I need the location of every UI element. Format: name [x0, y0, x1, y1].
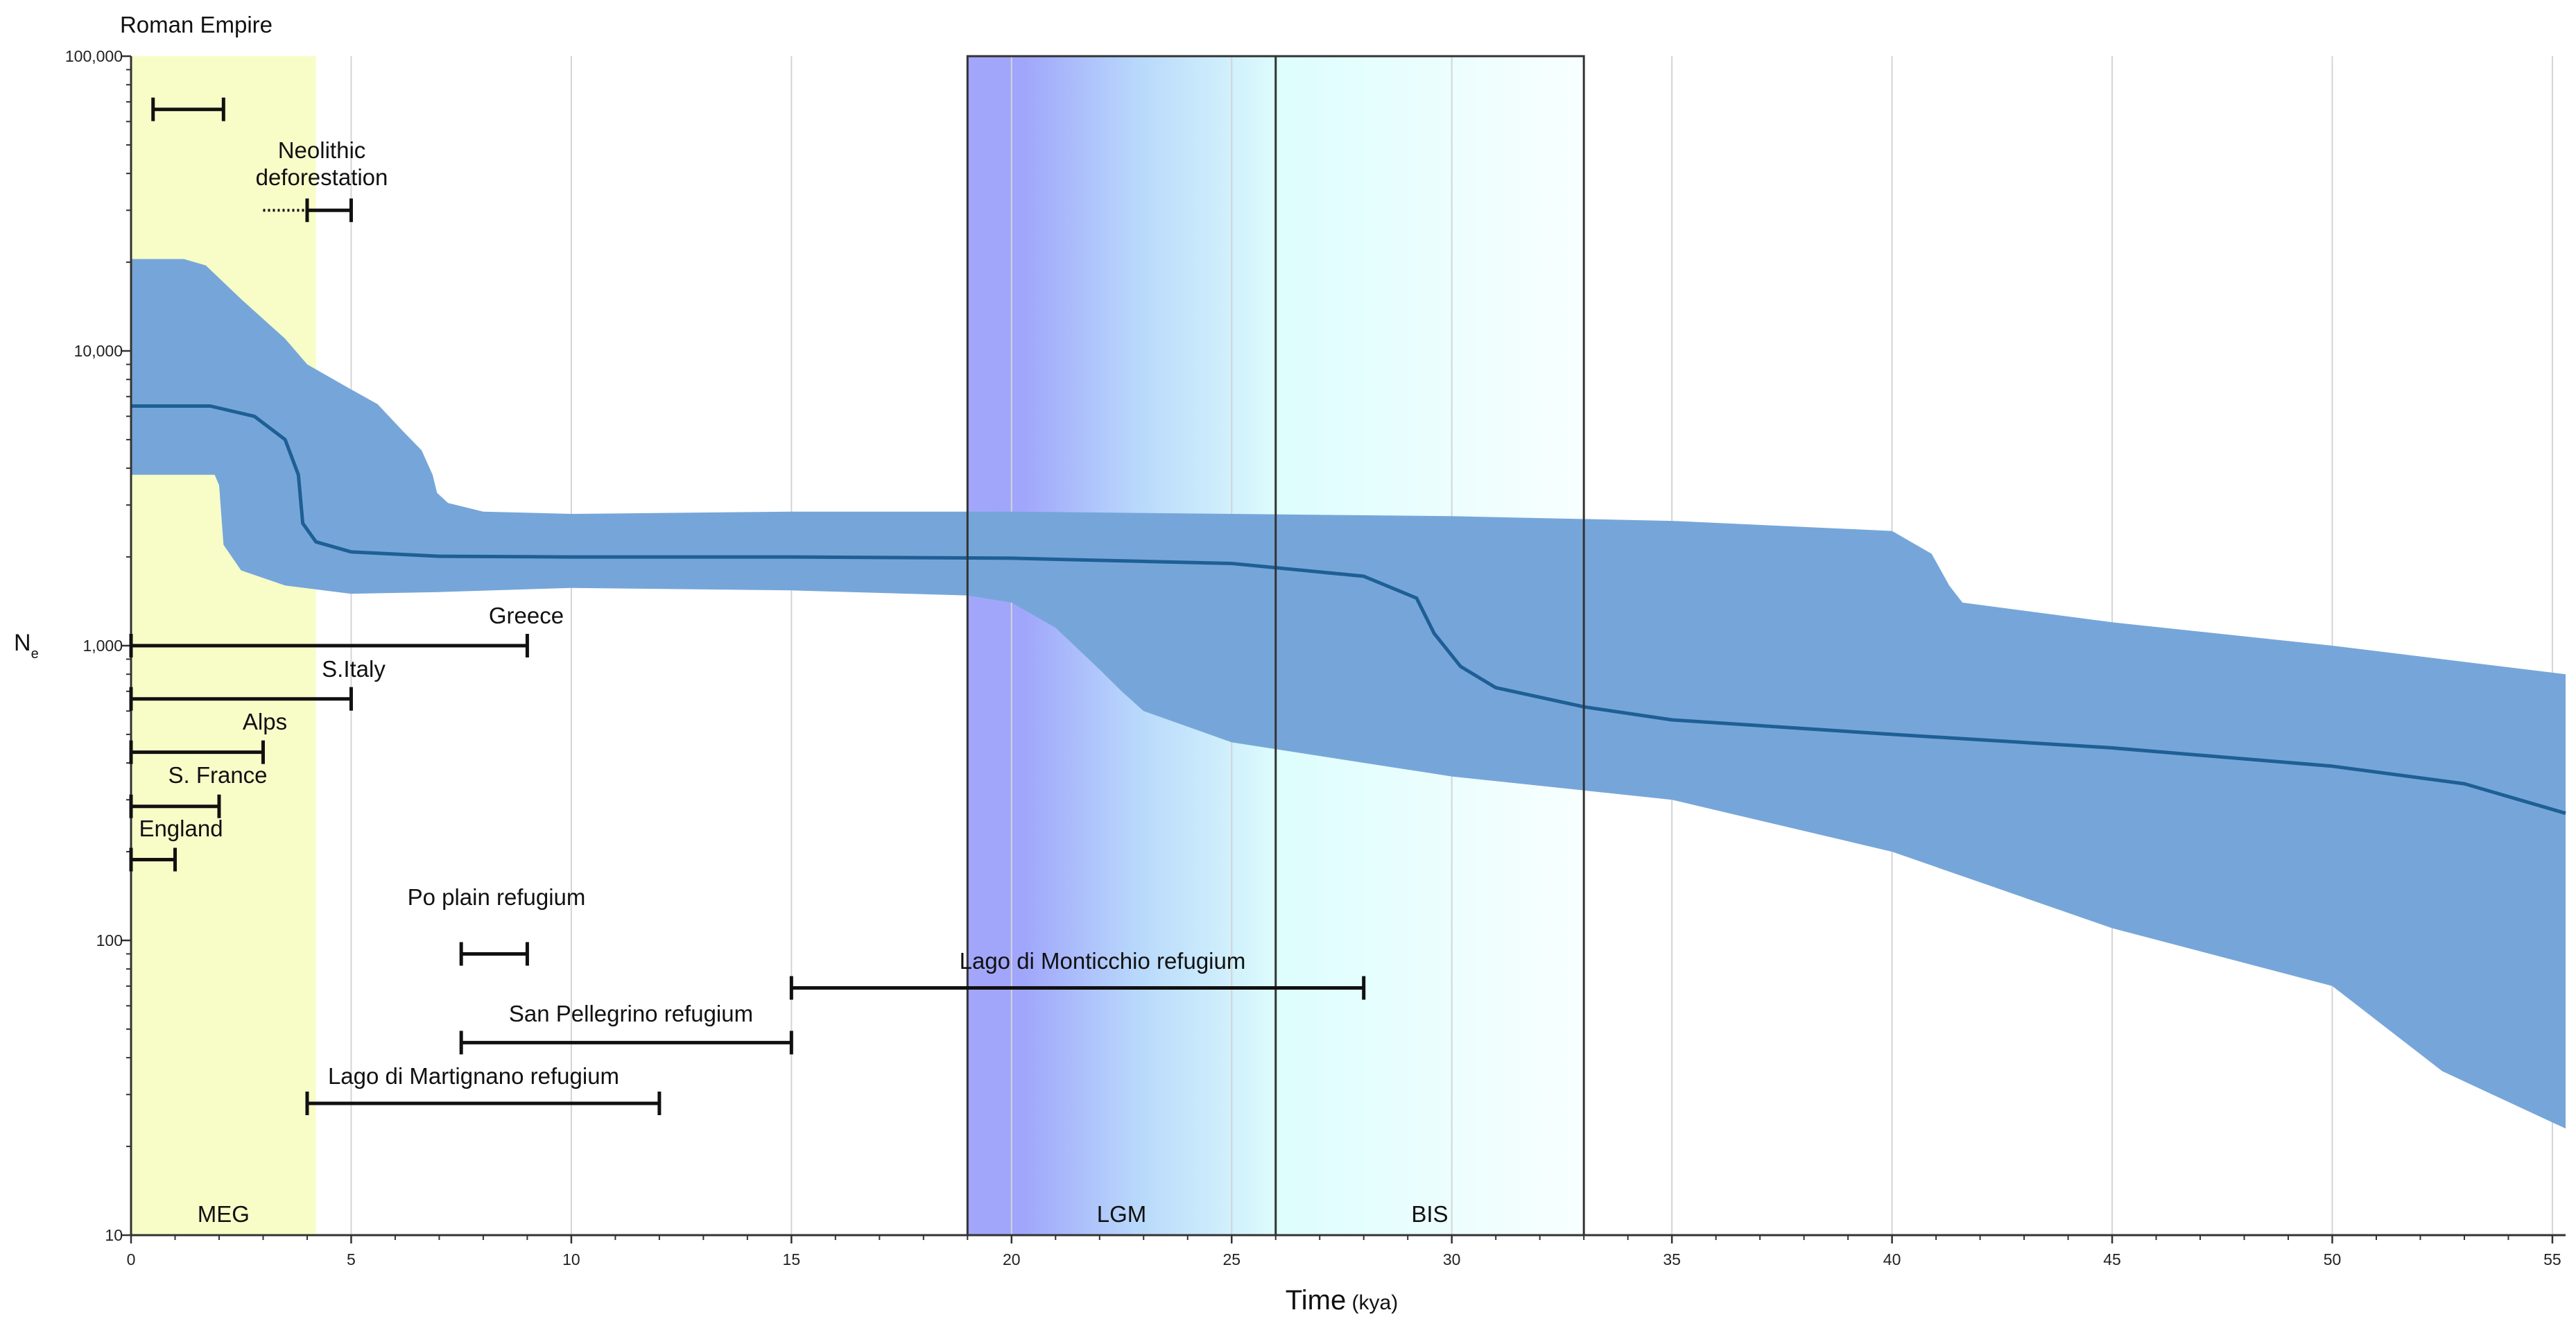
confidence-band	[131, 259, 2566, 1129]
y-tick-label: 100,000	[65, 47, 123, 65]
interval-label-lago-di-martignano-refugium: Lago di Martignano refugium	[328, 1063, 619, 1089]
x-tick-label: 5	[347, 1250, 356, 1268]
x-tick-label: 35	[1663, 1250, 1681, 1268]
interval-label-roman-empire: Roman Empire	[120, 12, 273, 37]
x-tick-label: 10	[562, 1250, 580, 1268]
interval-label-alps: Alps	[243, 709, 287, 734]
interval-label-england: England	[139, 816, 223, 841]
y-tick-label: 10	[105, 1226, 123, 1244]
x-tick-label: 30	[1443, 1250, 1461, 1268]
period-label-bis: BIS	[1411, 1201, 1448, 1227]
confidence-band-layer	[131, 259, 2566, 1129]
y-tick-label: 1,000	[83, 637, 123, 655]
y-axis-title: Ne	[14, 630, 39, 662]
interval-label-po-plain-refugium: Po plain refugium	[408, 884, 586, 910]
x-tick-label: 40	[1883, 1250, 1901, 1268]
period-label-meg: MEG	[198, 1201, 250, 1227]
interval-label-lago-di-monticchio-refugium: Lago di Monticchio refugium	[960, 948, 1246, 974]
x-axis-title: Time (kya)	[1286, 1285, 1398, 1316]
period-label-lgm: LGM	[1097, 1201, 1147, 1227]
interval-label-s-france: S. France	[168, 762, 267, 788]
y-tick-label: 10,000	[74, 342, 123, 360]
x-tick-label: 50	[2324, 1250, 2342, 1268]
interval-label-s-italy: S.Italy	[322, 656, 386, 682]
x-tick-label: 45	[2103, 1250, 2121, 1268]
x-tick-label: 15	[783, 1250, 801, 1268]
interval-bars	[129, 97, 1366, 1115]
x-tick-label: 0	[127, 1250, 136, 1268]
x-tick-label: 55	[2543, 1250, 2561, 1268]
x-tick-label: 20	[1003, 1250, 1021, 1268]
interval-label-san-pellegrino-refugium: San Pellegrino refugium	[509, 1001, 753, 1026]
interval-label-greece: Greece	[489, 603, 564, 628]
median-line	[131, 404, 2566, 816]
y-tick-label: 100	[96, 931, 123, 949]
interval-label-neolithic-deforestation: Neolithic deforestation	[256, 137, 388, 190]
x-tick-label: 25	[1222, 1250, 1241, 1268]
labels: MEG LGM BIS Roman Empire Neolithic deforestat…	[120, 12, 1449, 1227]
